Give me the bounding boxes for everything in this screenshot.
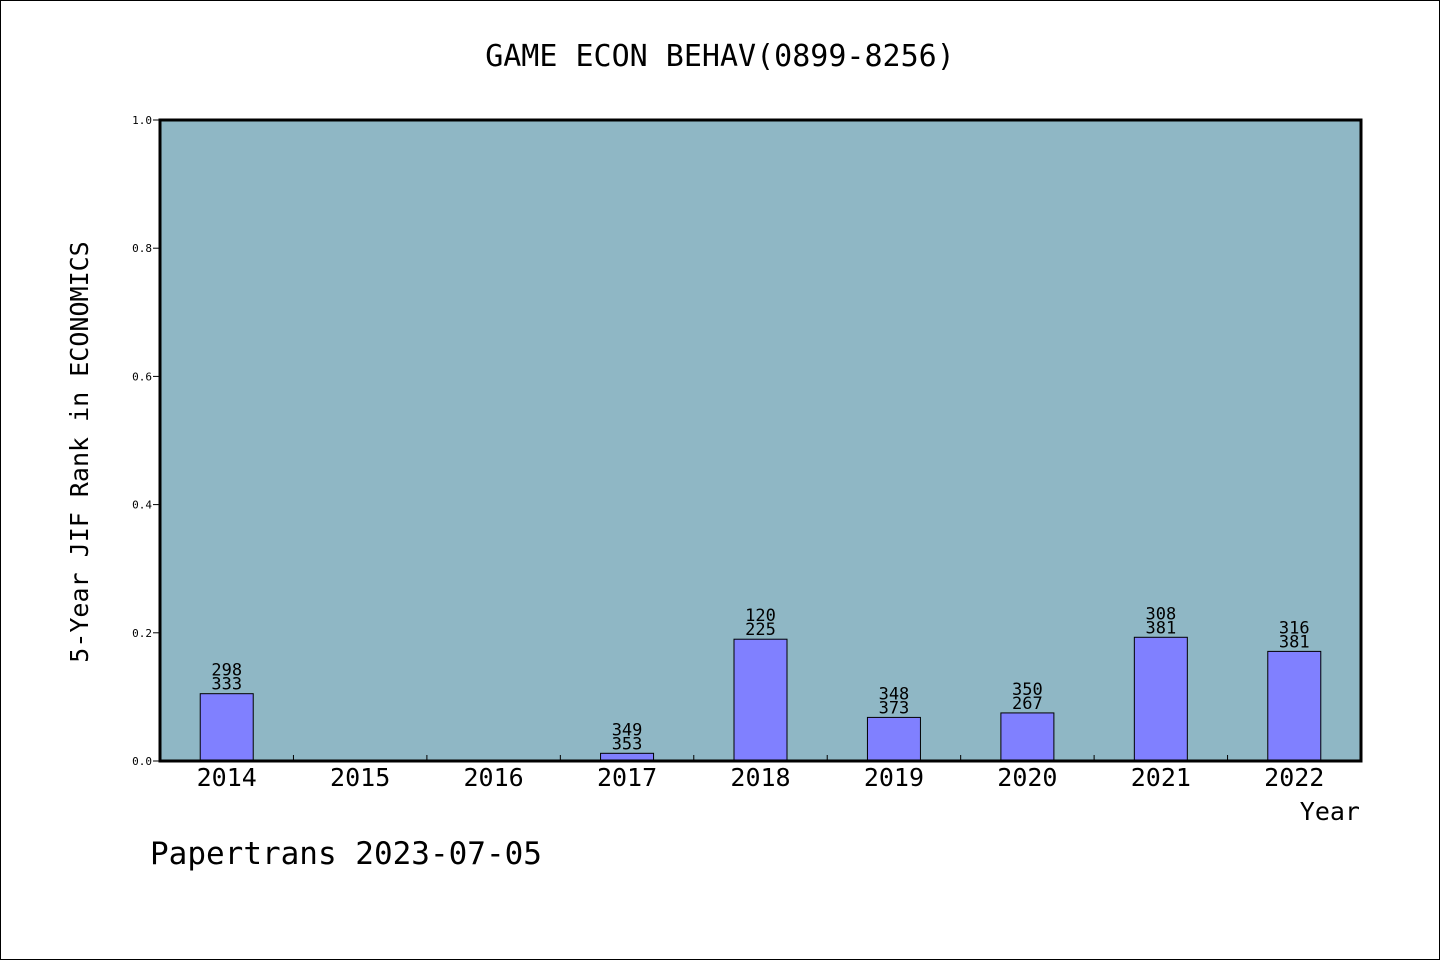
y-tick-label: 0.8	[132, 242, 152, 255]
bar-label-bottom: 267	[1012, 694, 1043, 714]
bar-label-bottom: 381	[1279, 632, 1310, 652]
bar-label-bottom: 381	[1145, 618, 1176, 638]
x-tick-label: 2016	[464, 763, 524, 792]
x-tick-label: 2017	[597, 763, 657, 792]
bar-label-bottom: 373	[879, 698, 910, 718]
bar-label-top: 316	[1279, 618, 1310, 638]
chart-title: GAME ECON BEHAV(0899-8256)	[485, 39, 955, 74]
bar-label-top: 120	[745, 606, 776, 626]
x-axis-ticks: 2014 2015 2016 2017 2018 2019 2020 2021 2022	[197, 755, 1324, 792]
x-tick-label: 2019	[864, 763, 924, 792]
y-tick-label: 0.6	[132, 370, 152, 383]
bar-2018	[733, 638, 788, 762]
bar-label-top: 298	[211, 661, 242, 681]
bar-label-top: 348	[879, 684, 910, 704]
y-tick-label: 0.4	[132, 499, 152, 512]
y-axis-ticks: 0.0 0.2 0.4 0.6 0.8 1.0	[132, 114, 160, 768]
y-axis-label: 5-Year JIF Rank in ECONOMICS	[65, 241, 94, 662]
bar-2021	[1133, 636, 1188, 762]
y-tick-label: 0.2	[132, 627, 152, 640]
bar-label-top: 349	[612, 720, 643, 740]
x-tick-label: 2021	[1131, 763, 1191, 792]
bar-label-bottom: 225	[745, 620, 776, 640]
y-tick-label: 0.0	[132, 755, 152, 768]
bar-label-top: 350	[1012, 680, 1043, 700]
x-tick-label: 2022	[1264, 763, 1324, 792]
bar-label-top: 308	[1145, 604, 1176, 624]
bar-2020	[1000, 712, 1055, 762]
x-tick-label: 2015	[330, 763, 390, 792]
x-tick-label: 2018	[730, 763, 790, 792]
bar-2014	[199, 693, 254, 762]
x-tick-label: 2014	[197, 763, 257, 792]
plot-border	[158, 118, 1363, 763]
bar-label-bottom: 353	[612, 734, 643, 754]
y-tick-label: 1.0	[132, 114, 152, 127]
bar-label-bottom: 333	[211, 675, 242, 695]
bar-2022	[1267, 650, 1322, 762]
x-axis-label: Year	[1300, 797, 1360, 826]
x-tick-label: 2020	[997, 763, 1057, 792]
footer-text: Papertrans 2023-07-05	[150, 836, 542, 872]
bar-2019	[866, 716, 921, 762]
bars-group	[199, 636, 1322, 762]
